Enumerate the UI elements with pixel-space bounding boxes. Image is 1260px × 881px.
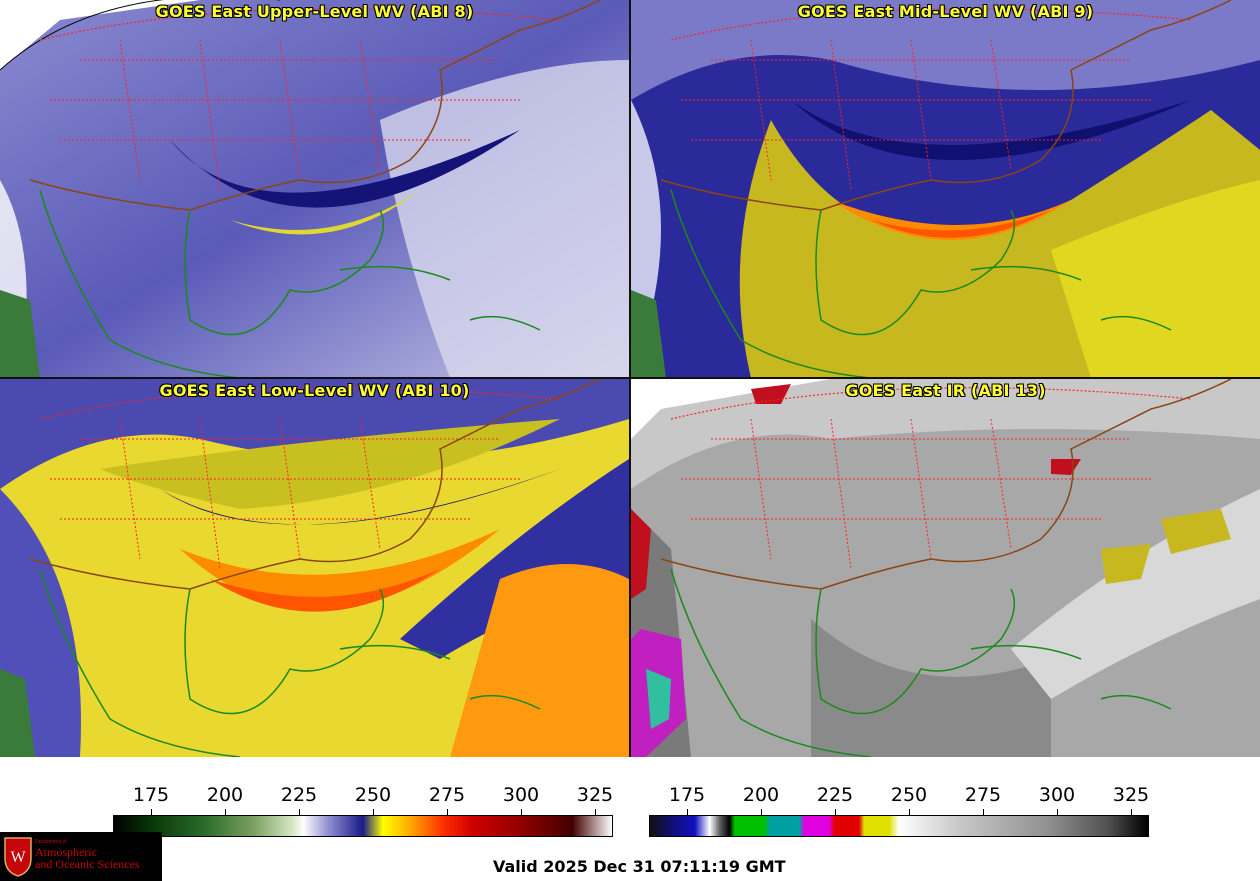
wv-tick-mark (595, 809, 596, 815)
wv-tick-label: 300 (502, 784, 540, 806)
wv-colorbar (113, 815, 613, 837)
wv-tick-mark (151, 809, 152, 815)
panel-title: GOES East Upper-Level WV (ABI 8) (155, 2, 474, 21)
ir-tick-label: 250 (890, 784, 928, 806)
ir-tick-label: 225 (816, 784, 854, 806)
ir-tick-mark (761, 809, 762, 815)
logo-dept-text: Department of (35, 839, 67, 845)
wv-tick-mark (225, 809, 226, 815)
wv-tick-mark (447, 809, 448, 815)
uw-crest-icon: W (4, 837, 32, 877)
wv-tick-label: 250 (354, 784, 392, 806)
low-level-wv-panel: GOES East Low-Level WV (ABI 10) (0, 379, 629, 757)
logo-line2: and Oceanic Sciences (35, 857, 140, 871)
ir-panel: GOES East IR (ABI 13) (631, 379, 1260, 757)
wv-tick-label: 325 (576, 784, 614, 806)
ir-tick-mark (1057, 809, 1058, 815)
panel-title: GOES East IR (ABI 13) (845, 381, 1046, 400)
panel-title: GOES East Mid-Level WV (ABI 9) (797, 2, 1094, 21)
ir-tick-label: 275 (964, 784, 1002, 806)
wv-tick-label: 200 (206, 784, 244, 806)
panel-divider-horizontal (0, 377, 1260, 379)
wv-tick-label: 175 (132, 784, 170, 806)
mid-level-wv-panel: GOES East Mid-Level WV (ABI 9) (631, 0, 1260, 378)
ir-tick-label: 300 (1038, 784, 1076, 806)
wv-tick-label: 225 (280, 784, 318, 806)
ir-tick-mark (983, 809, 984, 815)
panel-title: GOES East Low-Level WV (ABI 10) (159, 381, 470, 400)
wv-tick-mark (521, 809, 522, 815)
wv-tick-mark (373, 809, 374, 815)
upper-level-wv-image (0, 0, 629, 378)
ir-tick-label: 325 (1112, 784, 1150, 806)
ir-tick-label: 175 (668, 784, 706, 806)
mid-level-wv-image (631, 0, 1260, 378)
low-level-wv-image (0, 379, 629, 757)
upper-level-wv-panel: GOES East Upper-Level WV (ABI 8) (0, 0, 629, 378)
ir-tick-mark (1131, 809, 1132, 815)
ir-tick-label: 200 (742, 784, 780, 806)
uw-aos-logo: W Department of Atmospheric and Oceanic … (0, 832, 162, 881)
wv-tick-mark (299, 809, 300, 815)
ir-tick-mark (687, 809, 688, 815)
ir-image (631, 379, 1260, 757)
valid-time: Valid 2025 Dec 31 07:11:19 GMT (493, 857, 786, 876)
logo-line1: Atmospheric (35, 845, 97, 859)
ir-colorbar (649, 815, 1149, 837)
ir-tick-mark (909, 809, 910, 815)
svg-text:W: W (10, 849, 26, 866)
ir-tick-mark (835, 809, 836, 815)
wv-tick-label: 275 (428, 784, 466, 806)
